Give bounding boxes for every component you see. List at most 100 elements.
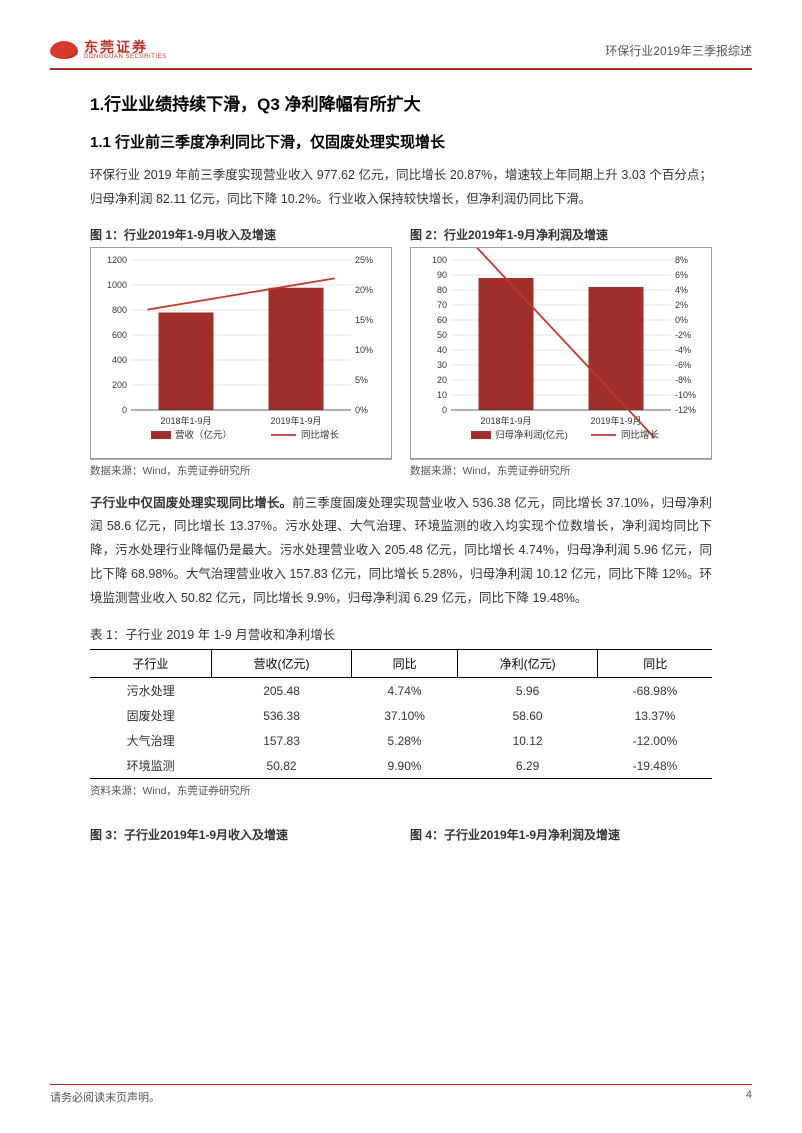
table-cell: 10.12 [457, 728, 598, 753]
svg-text:600: 600 [112, 330, 127, 340]
svg-text:2019年1-9月: 2019年1-9月 [270, 415, 321, 426]
svg-text:归母净利润(亿元): 归母净利润(亿元) [495, 429, 568, 441]
svg-text:-4%: -4% [675, 345, 691, 355]
chart-1-block: 图 1：行业2019年1-9月收入及增速 0 200 400 600 800 1000 12… [90, 226, 392, 488]
svg-text:25%: 25% [355, 255, 373, 265]
logo-icon [50, 41, 78, 59]
chart-1-svg: 0200400600800100012000%5%10%15%20%25%201… [90, 247, 392, 459]
table-cell: 58.60 [457, 703, 598, 728]
table-1-source: 资料来源：Wind，东莞证券研究所 [90, 783, 712, 798]
chart-4-title: 图 4：子行业2019年1-9月净利润及增速 [410, 826, 712, 843]
svg-text:20%: 20% [355, 285, 373, 295]
svg-text:40: 40 [437, 345, 447, 355]
svg-text:4%: 4% [675, 285, 688, 295]
table-cell: 4.74% [352, 678, 457, 704]
table-col-header: 同比 [598, 650, 712, 678]
footer-page-no: 4 [746, 1089, 752, 1105]
table-cell: 固废处理 [90, 703, 211, 728]
heading-1-1: 1.1 行业前三季度净利同比下滑，仅固废处理实现增长 [90, 131, 712, 152]
svg-text:8%: 8% [675, 255, 688, 265]
svg-text:-10%: -10% [675, 390, 696, 400]
table-col-header: 净利(亿元) [457, 650, 598, 678]
table-cell: 9.90% [352, 753, 457, 779]
svg-text:5%: 5% [355, 375, 368, 385]
chart-2-svg: 0 10 20 30 40 50 60 70 80 90 100 -12% -10% -8% -6% -4% -… [410, 247, 712, 459]
footer-divider [50, 1084, 752, 1085]
page-footer: 请务必阅读末页声明。 4 [50, 1084, 752, 1105]
svg-text:-12%: -12% [675, 405, 696, 415]
svg-text:90: 90 [437, 270, 447, 280]
table-col-header: 子行业 [90, 650, 211, 678]
svg-text:20: 20 [437, 375, 447, 385]
table-col-header: 营收(亿元) [211, 650, 352, 678]
svg-text:0: 0 [442, 405, 447, 415]
table-header-row: 子行业营收(亿元)同比净利(亿元)同比 [90, 650, 712, 678]
logo-en-text: DONGGUAN SECURITIES [84, 54, 167, 60]
page-header: 东莞证券 DONGGUAN SECURITIES 环保行业2019年三季报综述 [50, 40, 752, 60]
table-cell: 5.28% [352, 728, 457, 753]
svg-text:1200: 1200 [107, 255, 127, 265]
svg-text:200: 200 [112, 380, 127, 390]
table-cell: 13.37% [598, 703, 712, 728]
table-cell: 37.10% [352, 703, 457, 728]
table-cell: 6.29 [457, 753, 598, 779]
table-cell: 5.96 [457, 678, 598, 704]
table-1-title: 表 1：子行业 2019 年 1-9 月营收和净利增长 [90, 624, 712, 643]
svg-text:1000: 1000 [107, 280, 127, 290]
header-divider [50, 68, 752, 70]
svg-text:-6%: -6% [675, 360, 691, 370]
paragraph-sub-industry: 子行业中仅固废处理实现同比增长。前三季度固废处理实现营业收入 536.38 亿元… [90, 492, 712, 611]
svg-text:400: 400 [112, 355, 127, 365]
svg-text:100: 100 [432, 255, 447, 265]
svg-text:70: 70 [437, 300, 447, 310]
table-row: 大气治理157.835.28%10.12-12.00% [90, 728, 712, 753]
svg-text:0%: 0% [675, 315, 688, 325]
chart-2-source: 数据来源：Wind，东莞证券研究所 [410, 459, 712, 488]
svg-text:0%: 0% [355, 405, 368, 415]
logo-cn-text: 东莞证券 [84, 40, 167, 54]
paragraph-intro: 环保行业 2019 年前三季度实现营业收入 977.62 亿元，同比增长 20.… [90, 164, 712, 212]
table-cell: 环境监测 [90, 753, 211, 779]
svg-text:-8%: -8% [675, 375, 691, 385]
svg-text:6%: 6% [675, 270, 688, 280]
table-cell: 污水处理 [90, 678, 211, 704]
table-cell: 205.48 [211, 678, 352, 704]
table-col-header: 同比 [352, 650, 457, 678]
svg-text:同比增长: 同比增长 [621, 429, 660, 441]
svg-text:营收（亿元）: 营收（亿元） [175, 429, 232, 441]
chart-2-title: 图 2：行业2019年1-9月净利润及增速 [410, 226, 712, 243]
svg-text:800: 800 [112, 305, 127, 315]
svg-text:0: 0 [122, 405, 127, 415]
table-1: 子行业营收(亿元)同比净利(亿元)同比 污水处理205.484.74%5.96-… [90, 649, 712, 779]
chart-1-title: 图 1：行业2019年1-9月收入及增速 [90, 226, 392, 243]
svg-text:10: 10 [437, 390, 447, 400]
para2-rest: 前三季度固废处理实现营业收入 536.38 亿元，同比增长 37.10%，归母净… [90, 496, 712, 605]
chart-2-block: 图 2：行业2019年1-9月净利润及增速 0 10 20 30 40 50 60 70 80 9… [410, 226, 712, 488]
svg-text:同比增长: 同比增长 [301, 429, 340, 441]
doc-title: 环保行业2019年三季报综述 [605, 42, 752, 59]
svg-text:50: 50 [437, 330, 447, 340]
para2-bold: 子行业中仅固废处理实现同比增长。 [90, 496, 292, 510]
svg-text:2018年1-9月: 2018年1-9月 [160, 415, 211, 426]
svg-text:-2%: -2% [675, 330, 691, 340]
svg-text:2018年1-9月: 2018年1-9月 [480, 415, 531, 426]
table-cell: 536.38 [211, 703, 352, 728]
logo: 东莞证券 DONGGUAN SECURITIES [50, 40, 167, 60]
table-row: 环境监测50.829.90%6.29-19.48% [90, 753, 712, 779]
svg-text:2%: 2% [675, 300, 688, 310]
footer-disclaimer: 请务必阅读末页声明。 [50, 1089, 160, 1105]
svg-text:30: 30 [437, 360, 447, 370]
svg-text:15%: 15% [355, 315, 373, 325]
table-body: 污水处理205.484.74%5.96-68.98%固废处理536.3837.1… [90, 678, 712, 779]
table-row: 固废处理536.3837.10%58.6013.37% [90, 703, 712, 728]
table-cell: -12.00% [598, 728, 712, 753]
table-cell: 50.82 [211, 753, 352, 779]
table-cell: -19.48% [598, 753, 712, 779]
chart-1-source: 数据来源：Wind，东莞证券研究所 [90, 459, 392, 488]
svg-text:80: 80 [437, 285, 447, 295]
table-cell: -68.98% [598, 678, 712, 704]
svg-text:60: 60 [437, 315, 447, 325]
chart-3-title: 图 3：子行业2019年1-9月收入及增速 [90, 826, 392, 843]
table-row: 污水处理205.484.74%5.96-68.98% [90, 678, 712, 704]
table-cell: 157.83 [211, 728, 352, 753]
